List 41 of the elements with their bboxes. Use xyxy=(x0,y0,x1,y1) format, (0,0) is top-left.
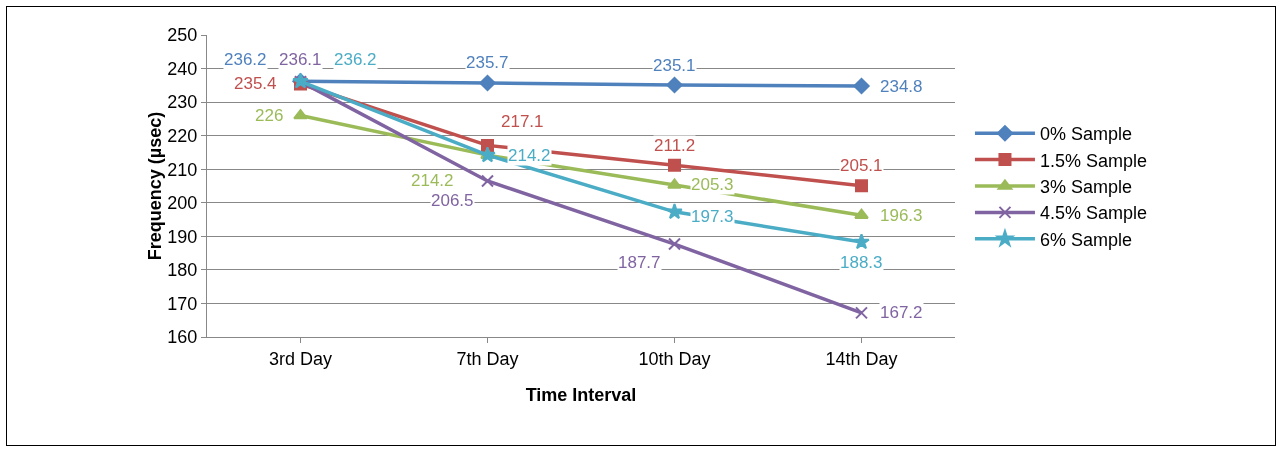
x-axis-title: Time Interval xyxy=(525,385,637,405)
y-tick-label: 170 xyxy=(167,293,198,314)
data-label: 214.2 xyxy=(411,171,454,190)
data-label: 205.3 xyxy=(691,175,734,194)
x-tick-label: 7th Day xyxy=(456,348,519,369)
x-tick-label: 10th Day xyxy=(638,348,711,369)
y-tick-label: 160 xyxy=(167,327,198,348)
legend-label: 4.5% Sample xyxy=(1039,203,1148,224)
y-tick-label: 250 xyxy=(167,25,198,46)
y-tick-label: 180 xyxy=(167,260,198,281)
data-label: 235.7 xyxy=(466,53,509,72)
data-label: 188.3 xyxy=(840,253,883,272)
y-tick-label: 210 xyxy=(167,159,198,180)
data-label: 205.1 xyxy=(840,156,883,175)
legend-label: 1.5% Sample xyxy=(1039,150,1148,171)
y-axis-title: Frequency (µsec) xyxy=(145,111,165,261)
data-label: 226 xyxy=(255,106,284,125)
data-label: 234.8 xyxy=(880,77,923,96)
data-label: 206.5 xyxy=(431,191,474,210)
legend-label: 6% Sample xyxy=(1039,229,1133,250)
data-label: 217.1 xyxy=(501,112,544,131)
data-label: 214.2 xyxy=(508,146,551,165)
data-label: 211.2 xyxy=(654,136,696,155)
data-label: 187.7 xyxy=(618,253,661,272)
x-tick-label: 14th Day xyxy=(825,348,898,369)
data-label: 236.2 xyxy=(334,50,377,69)
y-tick-label: 220 xyxy=(167,125,198,146)
data-label: 236.1 xyxy=(279,50,322,69)
data-label: 236.2 xyxy=(224,50,267,69)
y-tick-label: 230 xyxy=(167,92,198,113)
data-label: 235.4 xyxy=(234,74,277,93)
legend-label: 3% Sample xyxy=(1039,177,1133,198)
y-tick-label: 190 xyxy=(167,226,198,247)
data-label: 235.1 xyxy=(653,56,696,75)
data-label: 196.3 xyxy=(880,206,923,225)
x-tick-label: 3rd Day xyxy=(268,348,333,369)
legend-label: 0% Sample xyxy=(1039,124,1133,145)
data-label: 167.2 xyxy=(880,303,923,322)
y-tick-label: 200 xyxy=(167,193,198,214)
data-label: 197.3 xyxy=(691,207,734,226)
y-tick-label: 240 xyxy=(167,58,198,79)
